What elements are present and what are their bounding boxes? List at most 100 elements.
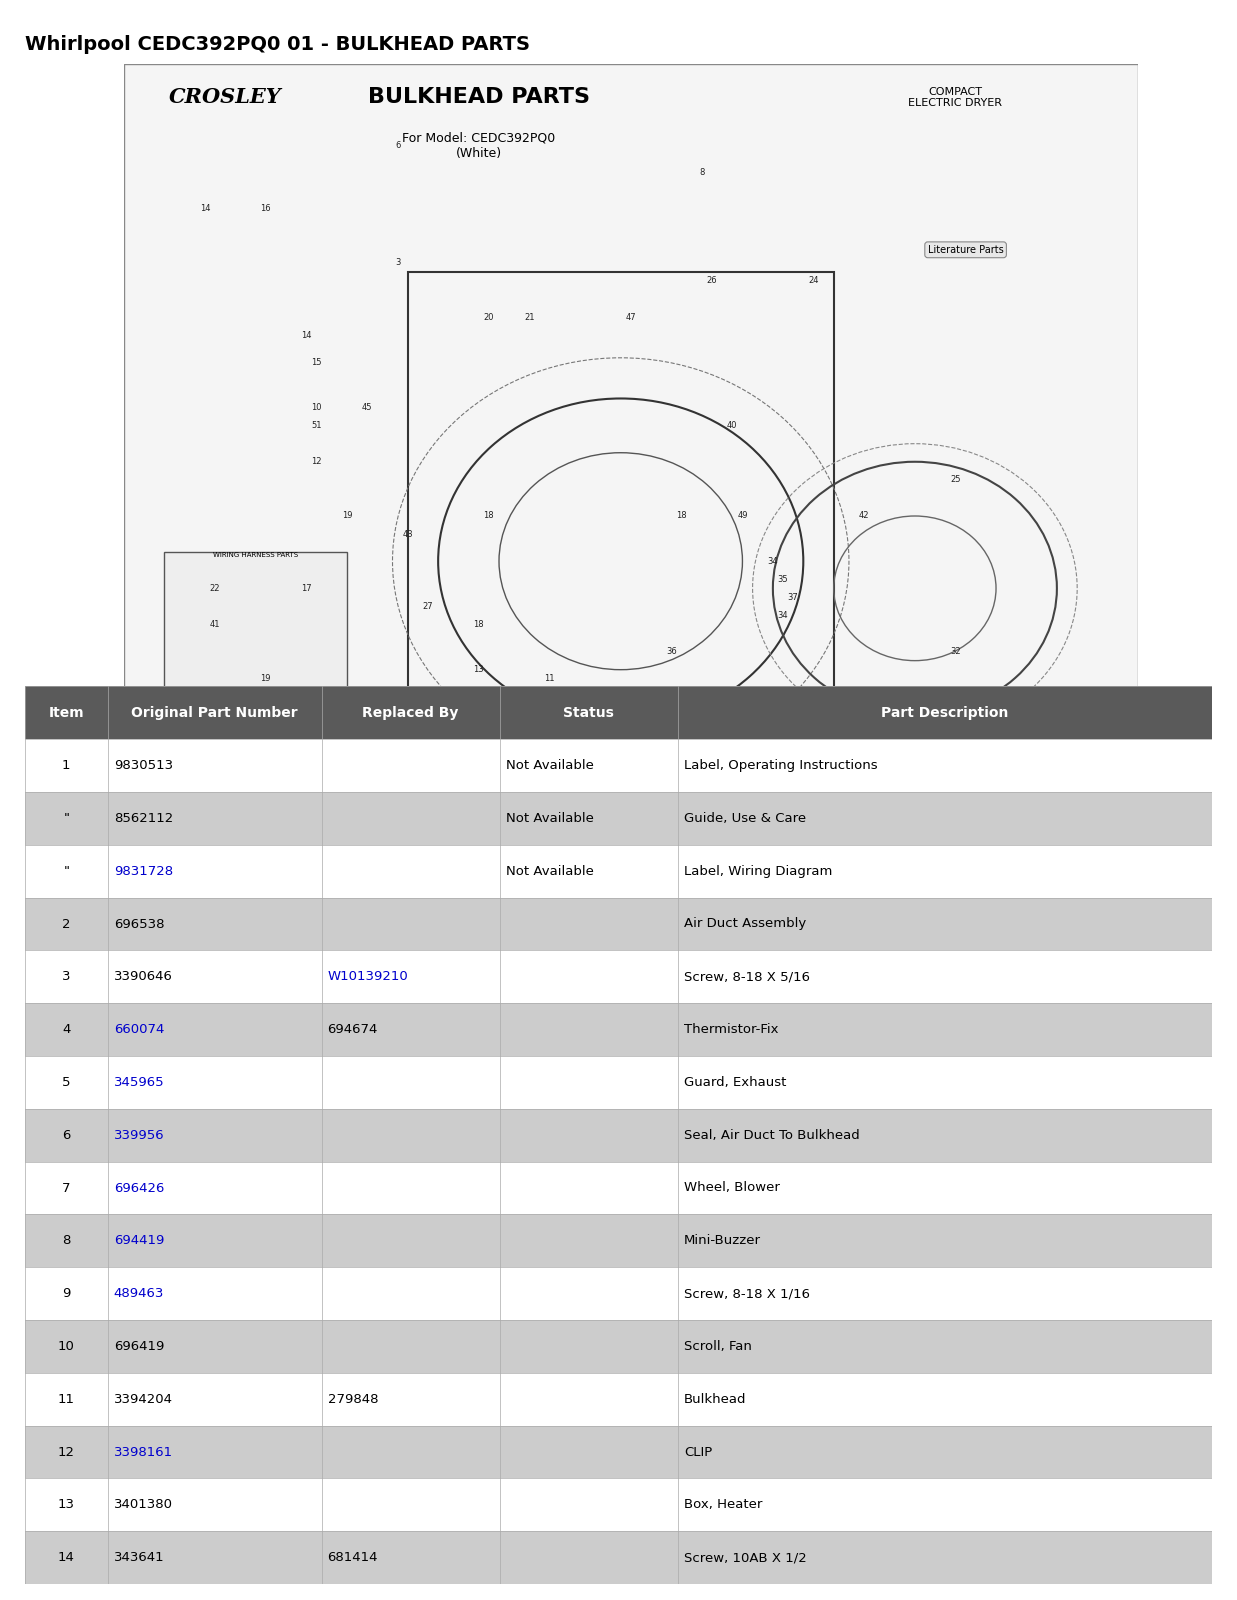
- Text: Click on the part number to view part: Click on the part number to view part: [501, 1016, 736, 1030]
- Text: 6: 6: [395, 141, 401, 150]
- Text: CROSLEY: CROSLEY: [168, 86, 282, 107]
- Text: ": ": [63, 864, 69, 878]
- Text: 34: 34: [778, 611, 788, 619]
- Text: 45: 45: [362, 403, 372, 413]
- Text: 8-04 Litho in U.S.A. (djc): 8-04 Litho in U.S.A. (djc): [267, 936, 386, 946]
- Text: 8: 8: [62, 1234, 71, 1248]
- FancyBboxPatch shape: [25, 1267, 1212, 1320]
- FancyBboxPatch shape: [25, 898, 1212, 950]
- Text: 27: 27: [423, 602, 433, 611]
- Text: Thermistor-Fix: Thermistor-Fix: [684, 1022, 778, 1037]
- Text: 18: 18: [677, 512, 687, 520]
- Text: 28: 28: [494, 710, 505, 720]
- Text: 1: 1: [62, 758, 71, 773]
- Text: 19: 19: [261, 674, 271, 683]
- Text: 47: 47: [626, 312, 636, 322]
- Text: 9: 9: [395, 827, 401, 837]
- FancyBboxPatch shape: [25, 1056, 1212, 1109]
- Text: 343641: 343641: [114, 1550, 165, 1565]
- Text: Screw, 8-18 X 1/16: Screw, 8-18 X 1/16: [684, 1286, 810, 1301]
- Text: 13: 13: [474, 666, 484, 674]
- Text: W10139210: W10139210: [328, 970, 408, 984]
- Text: CLIP: CLIP: [684, 1445, 713, 1459]
- FancyBboxPatch shape: [25, 1162, 1212, 1214]
- Text: 51: 51: [312, 421, 322, 430]
- Text: 18: 18: [474, 619, 484, 629]
- Text: 694674: 694674: [328, 1022, 379, 1037]
- Text: Part No. 8180532: Part No. 8180532: [944, 936, 1028, 946]
- Text: 9: 9: [62, 1286, 71, 1301]
- Text: 5: 5: [62, 1075, 71, 1090]
- Text: 339956: 339956: [114, 1128, 165, 1142]
- Text: Mini-Buzzer: Mini-Buzzer: [684, 1234, 761, 1248]
- Text: 48: 48: [210, 810, 220, 819]
- Text: 41: 41: [210, 619, 220, 629]
- Text: Item: Item: [48, 706, 84, 720]
- Text: 3390646: 3390646: [114, 970, 173, 984]
- Text: 26: 26: [706, 277, 717, 285]
- FancyBboxPatch shape: [25, 1426, 1212, 1478]
- Text: 40: 40: [727, 421, 737, 430]
- Text: Seal, Air Duct To Bulkhead: Seal, Air Duct To Bulkhead: [684, 1128, 860, 1142]
- Text: 19: 19: [341, 512, 353, 520]
- Text: 11: 11: [58, 1392, 74, 1406]
- Text: 7: 7: [62, 1181, 71, 1195]
- Text: 10: 10: [312, 403, 322, 413]
- Text: 9830513: 9830513: [114, 758, 173, 773]
- Text: 35: 35: [778, 574, 788, 584]
- Text: 14: 14: [301, 331, 312, 339]
- Text: Air Duct Assembly: Air Duct Assembly: [684, 917, 807, 931]
- Text: 20: 20: [484, 312, 494, 322]
- Text: 12: 12: [312, 458, 322, 466]
- Text: 23: 23: [494, 738, 505, 747]
- Text: 11: 11: [544, 674, 555, 683]
- Text: 3394204: 3394204: [114, 1392, 173, 1406]
- Text: Scroll, Fan: Scroll, Fan: [684, 1339, 752, 1354]
- FancyBboxPatch shape: [25, 739, 1212, 792]
- Text: Whirlpool CEDC392PQ0 01 - BULKHEAD PARTS: Whirlpool CEDC392PQ0 01 - BULKHEAD PARTS: [25, 35, 529, 54]
- Text: 694419: 694419: [114, 1234, 165, 1248]
- Text: ": ": [63, 811, 69, 826]
- Text: 2: 2: [62, 917, 71, 931]
- Text: Not Available: Not Available: [506, 758, 594, 773]
- Text: Screw, 10AB X 1/2: Screw, 10AB X 1/2: [684, 1550, 807, 1565]
- Text: For Model: CEDC392PQ0
(White): For Model: CEDC392PQ0 (White): [402, 131, 555, 160]
- Text: 6: 6: [62, 1128, 71, 1142]
- Text: 3: 3: [62, 970, 71, 984]
- Text: Original Part Number: Original Part Number: [131, 706, 298, 720]
- Text: 8562112: 8562112: [114, 811, 173, 826]
- Text: 345965: 345965: [114, 1075, 165, 1090]
- Text: 3401380: 3401380: [114, 1498, 173, 1512]
- Text: 22: 22: [210, 584, 220, 594]
- Text: Not Available: Not Available: [506, 811, 594, 826]
- Text: 21: 21: [524, 312, 534, 322]
- Text: 24: 24: [808, 277, 819, 285]
- FancyBboxPatch shape: [25, 1003, 1212, 1056]
- Text: 43: 43: [402, 530, 413, 539]
- FancyBboxPatch shape: [25, 1373, 1212, 1426]
- Text: Parts Diagram 01 - BULKHEAD PARTS: Parts Diagram 01 - BULKHEAD PARTS: [491, 978, 729, 992]
- Text: WIRING HARNESS PARTS: WIRING HARNESS PARTS: [213, 552, 298, 558]
- Text: 489463: 489463: [114, 1286, 165, 1301]
- Text: 696419: 696419: [114, 1339, 165, 1354]
- Text: 49: 49: [737, 512, 747, 520]
- Text: Label, Wiring Diagram: Label, Wiring Diagram: [684, 864, 833, 878]
- Text: Whirlpool: Whirlpool: [120, 978, 183, 992]
- Text: Guide, Use & Care: Guide, Use & Care: [684, 811, 807, 826]
- Text: COMPACT
ELECTRIC DRYER: COMPACT ELECTRIC DRYER: [908, 86, 1002, 109]
- Text: 696426: 696426: [114, 1181, 165, 1195]
- Text: 279848: 279848: [328, 1392, 379, 1406]
- FancyBboxPatch shape: [25, 845, 1212, 898]
- Text: 9831728: 9831728: [114, 864, 173, 878]
- FancyBboxPatch shape: [25, 792, 1212, 845]
- Text: 16: 16: [261, 205, 271, 213]
- Text: 17: 17: [301, 584, 312, 594]
- FancyBboxPatch shape: [25, 1320, 1212, 1373]
- Text: Residential Whirlpool CEDC392PQ0 Dryer Parts: Residential Whirlpool CEDC392PQ0 Dryer P…: [188, 978, 484, 992]
- Text: 660074: 660074: [114, 1022, 165, 1037]
- Text: Wheel, Blower: Wheel, Blower: [684, 1181, 779, 1195]
- Text: Screw, 8-18 X 5/16: Screw, 8-18 X 5/16: [684, 970, 810, 984]
- FancyBboxPatch shape: [25, 686, 1212, 739]
- Text: 696538: 696538: [114, 917, 165, 931]
- Text: 44: 44: [210, 693, 220, 701]
